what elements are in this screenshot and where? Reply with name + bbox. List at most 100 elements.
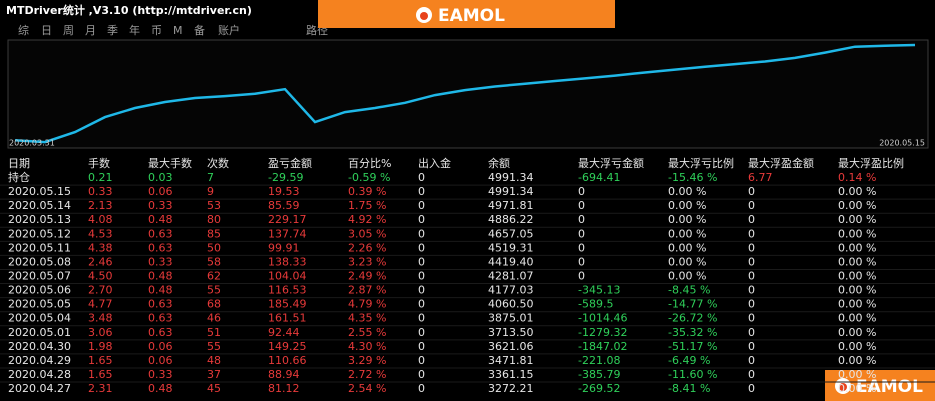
- table-cell: 2020.04.29: [8, 354, 71, 367]
- table-cell: 0.06: [148, 340, 173, 353]
- table-cell: 0.00 %: [838, 213, 876, 226]
- table-cell: 0.14 %: [838, 171, 876, 184]
- table-cell: 0: [418, 284, 425, 297]
- table-cell: 116.53: [268, 284, 307, 297]
- toolbar-button[interactable]: 年: [129, 23, 140, 37]
- table-cell: 2020.05.07: [8, 269, 71, 282]
- table-cell: 68: [207, 298, 221, 311]
- table-cell: 0.00 %: [838, 185, 876, 198]
- column-header: 余额: [488, 156, 510, 170]
- table-cell: 0.00 %: [838, 312, 876, 325]
- table-cell: 0: [748, 185, 755, 198]
- table-cell: 37: [207, 368, 221, 381]
- table-cell: 110.66: [268, 354, 307, 367]
- table-cell: 149.25: [268, 340, 307, 353]
- table-cell: 4971.81: [488, 199, 534, 212]
- table-cell: 55: [207, 284, 221, 297]
- table-cell: 0: [418, 171, 425, 184]
- table-cell: 0: [748, 298, 755, 311]
- x-tick-label: 2020.05.15: [879, 139, 925, 148]
- toolbar-button[interactable]: 月: [85, 24, 96, 37]
- table-cell: 138.33: [268, 255, 307, 268]
- toolbar-button[interactable]: 周: [63, 24, 74, 37]
- table-cell: 185.49: [268, 298, 307, 311]
- table-cell: 137.74: [268, 227, 307, 240]
- table-cell: 3.23 %: [348, 255, 386, 268]
- table-cell: 46: [207, 312, 221, 325]
- table-cell: -385.79: [578, 368, 620, 381]
- table-cell: 0: [418, 368, 425, 381]
- table-cell: 0.21: [88, 171, 113, 184]
- column-header: 手数: [88, 156, 110, 170]
- table-cell: -589.5: [578, 298, 613, 311]
- table-cell: 0: [418, 255, 425, 268]
- table-cell: 4991.34: [488, 185, 534, 198]
- table-cell: 2.31: [88, 382, 113, 395]
- table-cell: 0: [748, 354, 755, 367]
- table-cell: 161.51: [268, 312, 307, 325]
- table-cell: 3621.06: [488, 340, 534, 353]
- table-cell: 0: [748, 227, 755, 240]
- table-cell: 0.63: [148, 312, 173, 325]
- table-cell: 0.33: [88, 185, 113, 198]
- table-cell: 1.98: [88, 340, 113, 353]
- table-cell: 2020.05.13: [8, 213, 71, 226]
- toolbar-button[interactable]: 备: [194, 23, 205, 37]
- table-cell: 2020.04.30: [8, 340, 71, 353]
- table-cell: 2020.05.05: [8, 298, 71, 311]
- table-cell: 0.00 %: [838, 368, 876, 381]
- table-cell: 0: [418, 213, 425, 226]
- toolbar-button[interactable]: 日: [41, 24, 52, 37]
- table-cell: 0: [748, 326, 755, 339]
- toolbar-button[interactable]: 综: [18, 23, 29, 37]
- table-cell: 0.00 %: [838, 382, 876, 395]
- table-cell: 0.03: [148, 171, 173, 184]
- table-cell: -15.46 %: [668, 171, 717, 184]
- column-header: 最大浮盈比例: [838, 156, 904, 170]
- table-cell: 0: [578, 199, 585, 212]
- table-cell: 4.08: [88, 213, 113, 226]
- toolbar-button[interactable]: M: [173, 24, 183, 37]
- table-cell: 104.04: [268, 269, 307, 282]
- table-cell: -221.08: [578, 354, 620, 367]
- table-cell: 0.48: [148, 284, 173, 297]
- table-cell: 50: [207, 241, 221, 254]
- table-cell: 0.48: [148, 269, 173, 282]
- toolbar-button[interactable]: 账户: [218, 23, 240, 37]
- column-header: 百分比%: [348, 157, 391, 170]
- table-cell: -6.49 %: [668, 354, 710, 367]
- equity-line: [14, 43, 916, 144]
- table-cell: 4991.34: [488, 171, 534, 184]
- table-cell: 3.06: [88, 326, 113, 339]
- table-cell: 53: [207, 199, 221, 212]
- table-cell: 0.00 %: [838, 326, 876, 339]
- table-cell: 4519.31: [488, 241, 534, 254]
- table-cell: 3.48: [88, 312, 113, 325]
- table-cell: 4.30 %: [348, 340, 386, 353]
- table-cell: 48: [207, 354, 221, 367]
- table-cell: 4.35 %: [348, 312, 386, 325]
- table-cell: 0.00 %: [838, 241, 876, 254]
- chart-area: [7, 39, 929, 149]
- column-header: 最大浮亏比例: [668, 156, 734, 170]
- table-cell: 3713.50: [488, 326, 534, 339]
- table-cell: 0.63: [148, 326, 173, 339]
- table-cell: 0.33: [148, 199, 173, 212]
- table-cell: 4419.40: [488, 255, 534, 268]
- table-cell: -11.60 %: [668, 368, 717, 381]
- table-cell: 0: [418, 227, 425, 240]
- toolbar-button[interactable]: 季: [107, 24, 118, 37]
- table-cell: 0.00 %: [838, 269, 876, 282]
- table-cell: 0.63: [148, 241, 173, 254]
- table-cell: 2020.05.12: [8, 227, 71, 240]
- table-cell: 2.49 %: [348, 269, 386, 282]
- table-cell: 0: [578, 241, 585, 254]
- table-cell: 2.46: [88, 255, 113, 268]
- toolbar-button[interactable]: 币: [151, 24, 162, 37]
- table-cell: 2020.04.27: [8, 382, 71, 395]
- table-cell: 0.00 %: [838, 284, 876, 297]
- table-cell: 80: [207, 213, 221, 226]
- table-cell: 19.53: [268, 185, 300, 198]
- table-cell: 4886.22: [488, 213, 534, 226]
